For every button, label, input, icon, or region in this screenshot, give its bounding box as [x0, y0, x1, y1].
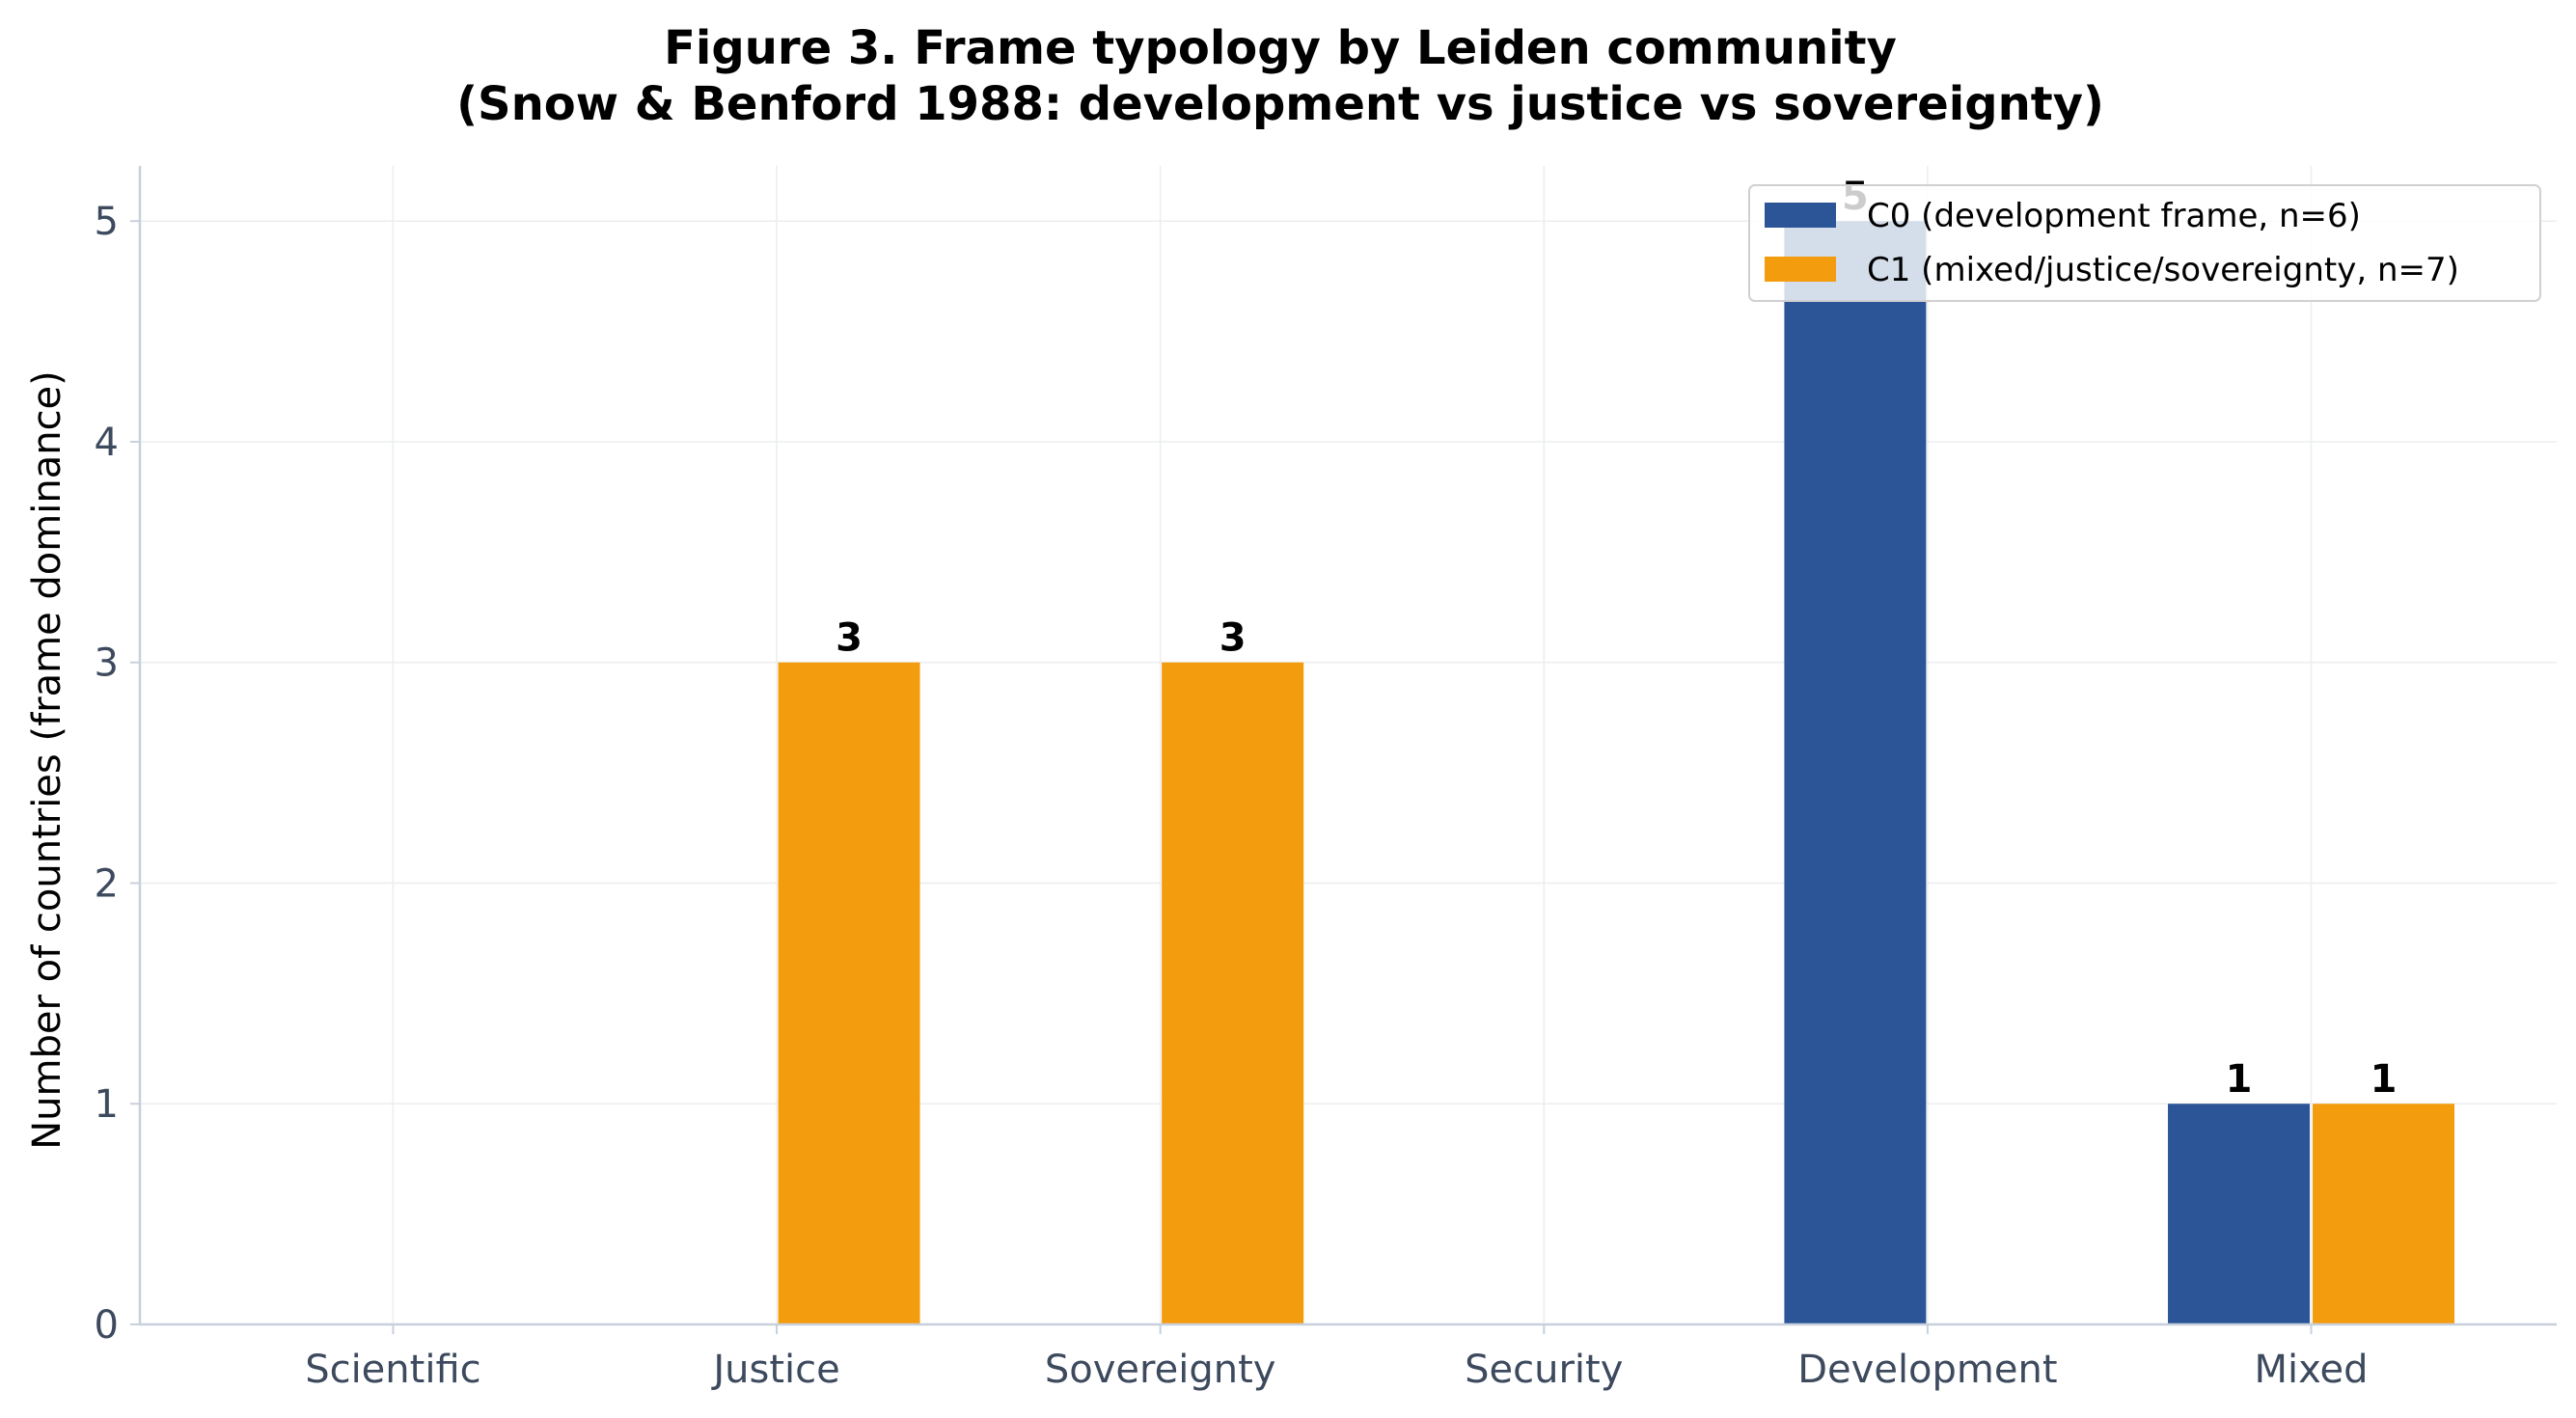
- x-tick-label: Mixed: [2254, 1348, 2368, 1392]
- chart-subtitle: (Snow & Benford 1988: development vs jus…: [456, 77, 2104, 131]
- legend-frame: [1748, 184, 2541, 302]
- bar-series-1-sovereignty: [1162, 662, 1304, 1324]
- y-tick-label: 3: [95, 641, 119, 686]
- y-tick-label: 5: [95, 200, 119, 244]
- bar-series-0-development: [1784, 221, 1927, 1325]
- x-tick-label: Sovereignty: [1045, 1348, 1276, 1392]
- chart-title: Figure 3. Frame typology by Leiden commu…: [664, 21, 1897, 75]
- legend-swatch-c1: [1765, 257, 1836, 282]
- x-tick-label: Security: [1465, 1348, 1623, 1392]
- x-tick-label: Scientific: [305, 1348, 480, 1392]
- x-tick-label: Justice: [710, 1348, 839, 1392]
- data-label: 1: [2226, 1057, 2253, 1102]
- y-axis-label: Number of countries (frame dominance): [25, 370, 69, 1150]
- data-labels: 51331: [836, 175, 2397, 1102]
- y-tick-label: 2: [95, 861, 119, 906]
- data-label: 3: [836, 616, 863, 661]
- data-label: 3: [1219, 616, 1247, 661]
- tick-labels: 0 1 2 3 4 5 Scientific Justice Sovereignty Securi…: [95, 200, 2369, 1392]
- y-tick-label: 4: [95, 421, 119, 465]
- bar-series-1-justice: [778, 662, 920, 1324]
- y-tick-label: 0: [95, 1303, 119, 1348]
- bar-series-1-mixed: [2313, 1104, 2455, 1324]
- legend-label-c1: C1 (mixed/justice/sovereignty, n=7): [1867, 251, 2459, 289]
- legend-swatch-c0: [1765, 203, 1836, 228]
- bar-series-0-mixed: [2168, 1104, 2311, 1324]
- legend: C0 (development frame, n=6) C1 (mixed/ju…: [1748, 184, 2541, 302]
- x-tick-label: Development: [1797, 1348, 2057, 1392]
- data-label: 1: [2370, 1057, 2398, 1102]
- legend-label-c0: C0 (development frame, n=6): [1867, 197, 2361, 235]
- axes: [130, 166, 2557, 1334]
- y-tick-label: 1: [95, 1082, 119, 1127]
- bars: [778, 221, 2455, 1325]
- grid: [140, 166, 2557, 1324]
